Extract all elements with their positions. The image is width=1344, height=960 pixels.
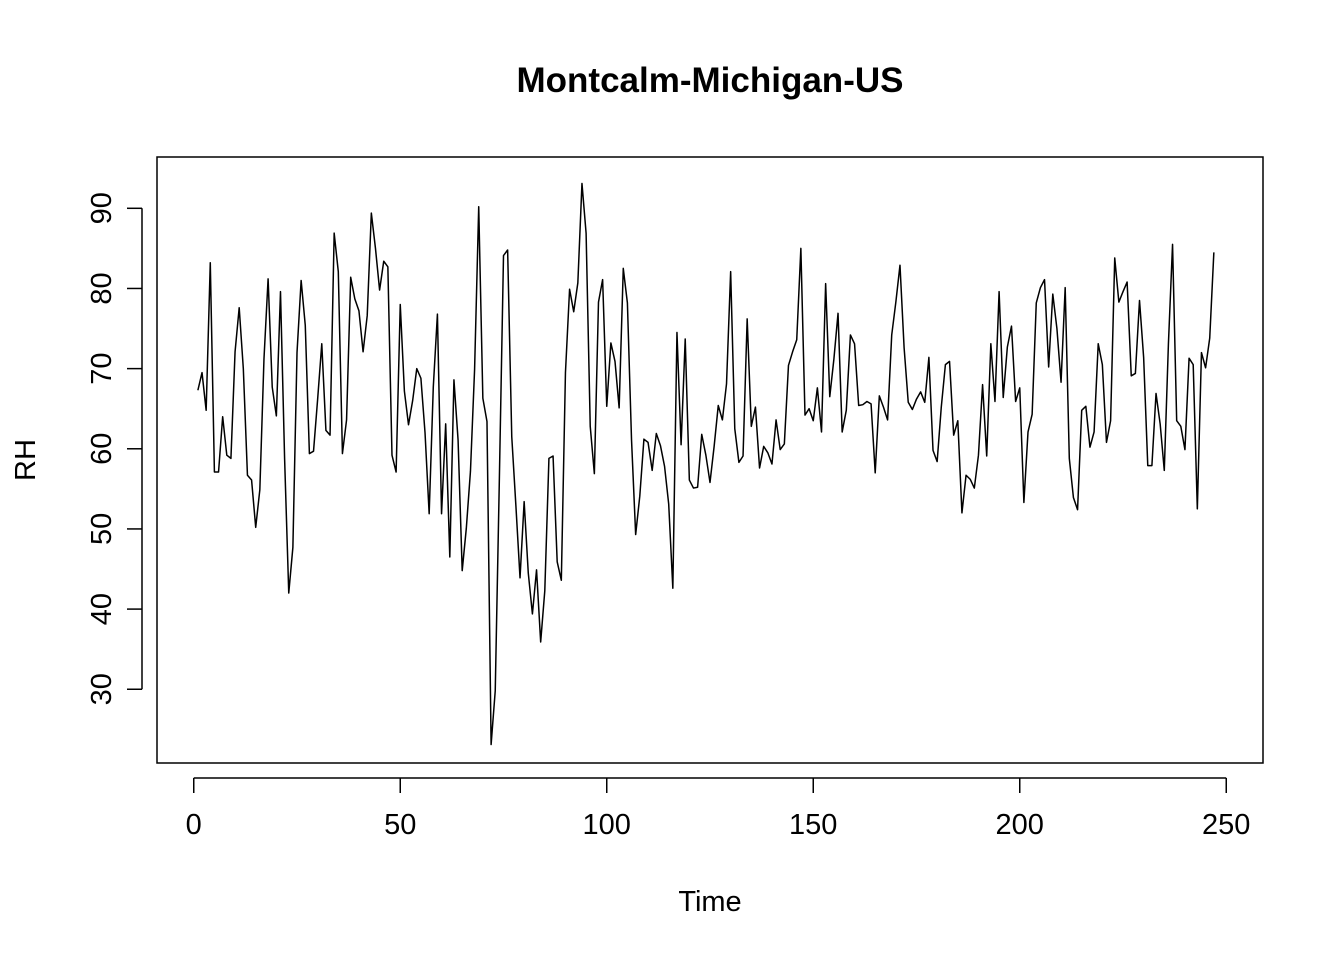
y-tick-label: 60 bbox=[86, 433, 118, 465]
rh-series-line bbox=[197, 182, 1215, 746]
y-tick-label: 40 bbox=[86, 593, 118, 625]
y-tick-label: 90 bbox=[86, 192, 118, 224]
x-axis-label: Time bbox=[678, 886, 741, 918]
x-tick-label: 250 bbox=[1202, 809, 1250, 841]
x-tick-label: 50 bbox=[384, 809, 416, 841]
x-tick-label: 200 bbox=[996, 809, 1044, 841]
x-tick-label: 0 bbox=[186, 809, 202, 841]
plot-frame bbox=[156, 156, 1264, 764]
y-tick-label: 70 bbox=[86, 352, 118, 384]
x-axis: 0 50 100 150 200 250 bbox=[186, 777, 1250, 841]
y-axis-label: RH bbox=[10, 439, 42, 481]
y-tick-label: 50 bbox=[86, 513, 118, 545]
y-tick-label: 80 bbox=[86, 272, 118, 304]
x-tick-label: 100 bbox=[583, 809, 631, 841]
y-tick-label: 30 bbox=[86, 673, 118, 705]
chart-title: Montcalm-Michigan-US bbox=[517, 61, 904, 100]
y-axis: 30 40 50 60 70 80 90 bbox=[86, 192, 143, 705]
x-tick-label: 150 bbox=[789, 809, 837, 841]
